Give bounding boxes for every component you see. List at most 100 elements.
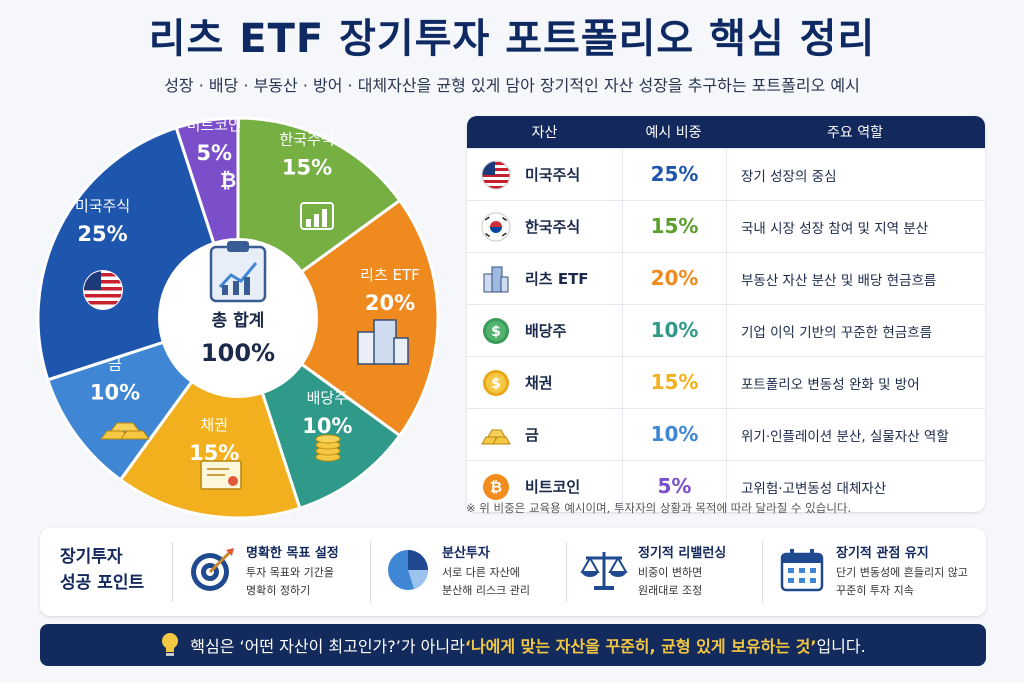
pie-slice-label: 리츠 ETF: [360, 266, 420, 284]
cell-weight: 5%: [622, 461, 727, 512]
key-message-banner: 핵심은 ‘어떤 자산이 최고인가?’가 아니라 ‘나에게 맞는 자산을 꾸준히,…: [40, 624, 986, 666]
pie-slice-value: 5%: [196, 141, 232, 165]
table-row: ₿ 비트코인 5% 고위험·고변동성 대체자산: [467, 460, 985, 512]
pie-slice-4: [118, 314, 302, 520]
table-row: 미국주식 25% 장기 성장의 중심: [467, 148, 985, 200]
table-row: 리츠 ETF 20% 부동산 자산 분산 및 배당 현금흐름: [467, 252, 985, 304]
asset-name: 금: [525, 426, 539, 444]
scale-icon: [580, 552, 628, 590]
cell-asset: 리츠 ETF: [467, 264, 622, 294]
certificate-icon: [200, 460, 242, 490]
bitcoin-icon: ₿: [483, 473, 509, 500]
page-title: 리츠 ETF 장기투자 포트폴리오 핵심 정리: [148, 16, 876, 62]
cell-role: 장기 성장의 중심: [741, 168, 837, 185]
pie-center-label: 총 합계: [212, 310, 265, 331]
cell-role: 위기·인플레이션 분산, 실물자산 역할: [741, 428, 949, 445]
header-weight: 예시 비중: [645, 125, 702, 141]
svg-text:₿: ₿: [220, 168, 236, 192]
cell-weight: 15%: [622, 357, 727, 408]
divider: [370, 542, 371, 602]
asset-name: 비트코인: [525, 478, 581, 496]
pie-slice-2: [235, 198, 440, 438]
dollar-coin-icon: $: [483, 317, 509, 344]
cell-role: 부동산 자산 분산 및 배당 현금흐름: [741, 272, 937, 289]
cell-role: 포트폴리오 변동성 완화 및 방어: [741, 376, 920, 393]
pie-slice-label: 비트코인: [187, 116, 242, 134]
page-subtitle: 성장 · 배당 · 부동산 · 방어 · 대체자산을 균형 있게 담아 장기적인…: [164, 76, 860, 95]
asset-name: 리츠 ETF: [525, 270, 589, 288]
cell-asset: $ 채권: [467, 368, 622, 398]
divider: [762, 542, 763, 602]
point-desc-line: 단기 변동성에 흔들리지 않고: [836, 566, 968, 579]
point-desc: 서로 다른 자산에 분산해 리스크 관리: [442, 564, 582, 600]
point-desc-line: 꾸준히 투자 지속: [836, 584, 914, 597]
header-role: 주요 역할: [827, 125, 883, 141]
cell-weight: 25%: [622, 149, 727, 200]
coin-stack-icon: [315, 434, 341, 462]
asset-name: 배당주: [525, 322, 567, 340]
table-row: $ 채권 15% 포트폴리오 변동성 완화 및 방어: [467, 356, 985, 408]
pie-center: [158, 238, 318, 398]
cell-role: 국내 시장 성장 참여 및 지역 분산: [741, 220, 929, 237]
point-desc: 단기 변동성에 흔들리지 않고 꾸준히 투자 지속: [836, 564, 986, 600]
divider: [172, 542, 173, 602]
pie-slice-label: 한국주식: [279, 131, 334, 149]
success-points-panel: 장기투자 성공 포인트 명확한 목표 설정 투자 목표와 기간을 명확히 정하기…: [40, 528, 986, 616]
point-diversify: 분산투자 서로 다른 자산에 분산해 리스크 관리: [384, 538, 574, 608]
svg-text:₿: ₿: [490, 478, 502, 496]
banner-highlight: ‘나에게 맞는 자산을 꾸준히, 균형 있게 보유하는 것’: [464, 637, 817, 656]
buildings-icon: [357, 319, 409, 365]
table-row: 한국주식 15% 국내 시장 성장 참여 및 지역 분산: [467, 200, 985, 252]
table-header: 자산 예시 비중 주요 역할: [467, 116, 985, 148]
point-long-term: 장기적 관점 유지 단기 변동성에 흔들리지 않고 꾸준히 투자 지속: [778, 538, 978, 608]
cell-asset: 미국주식: [467, 160, 622, 190]
table-row: $ 배당주 10% 기업 이익 기반의 꾸준한 현금흐름: [467, 304, 985, 356]
pie-slice-label: 배당주: [307, 389, 348, 407]
pie-slice-label: 미국주식: [75, 197, 130, 215]
cell-asset: ₿ 비트코인: [467, 472, 622, 502]
cell-role: 기업 이익 기반의 꾸준한 현금흐름: [741, 324, 933, 341]
point-head: 장기적 관점 유지: [836, 546, 929, 561]
calendar-icon: [780, 549, 824, 592]
us-flag-slice-icon: [83, 270, 123, 310]
asset-name: 채권: [525, 374, 553, 392]
divider: [566, 542, 567, 602]
pie-slice-value: 20%: [365, 291, 415, 315]
cell-weight: 10%: [622, 305, 727, 356]
pie-center-value: 100%: [201, 339, 275, 367]
cell-weight: 20%: [622, 253, 727, 304]
gold-bars-icon: [100, 422, 150, 440]
points-title: 장기투자 성공 포인트: [60, 544, 180, 596]
point-desc-line: 비중이 변하면: [638, 566, 703, 579]
cell-weight: 10%: [622, 409, 727, 460]
pie-slice-value: 10%: [90, 380, 140, 404]
pie-slice-value: 15%: [282, 156, 332, 180]
clipboard-chart-icon: [209, 241, 267, 303]
points-title-line2: 성공 포인트: [60, 573, 145, 593]
point-desc-line: 투자 목표와 기간을: [246, 566, 334, 579]
banner-text-prefix: 핵심은 ‘어떤 자산이 최고인가?’가 아니라: [190, 637, 465, 656]
point-desc-line: 서로 다른 자산에: [442, 566, 520, 579]
point-desc: 비중이 변하면 원래대로 조정: [638, 564, 778, 600]
svg-text:$: $: [491, 376, 501, 392]
point-desc: 투자 목표와 기간을 명확히 정하기: [246, 564, 386, 600]
pie-slice-value: 10%: [302, 414, 352, 438]
rising-chart-icon: [300, 202, 334, 230]
point-head: 명확한 목표 설정: [246, 546, 339, 561]
cell-weight: 15%: [622, 201, 727, 252]
point-rebalance: 정기적 리밸런싱 비중이 변하면 원래대로 조정: [580, 538, 770, 608]
asset-name: 미국주식: [525, 166, 581, 184]
bitcoin-slice-icon: ₿: [220, 168, 236, 192]
asset-name: 한국주식: [525, 218, 581, 236]
gold-bar-icon: [481, 429, 511, 444]
header-asset: 자산: [531, 125, 558, 141]
cell-asset: $ 배당주: [467, 316, 622, 346]
points-title-line1: 장기투자: [60, 547, 123, 567]
pie-chart-icon: [388, 550, 428, 590]
gold-coin-icon: $: [483, 369, 509, 396]
cell-asset: 금: [467, 420, 622, 450]
point-desc-line: 원래대로 조정: [638, 584, 703, 597]
banner-text-suffix: 입니다.: [816, 637, 866, 656]
